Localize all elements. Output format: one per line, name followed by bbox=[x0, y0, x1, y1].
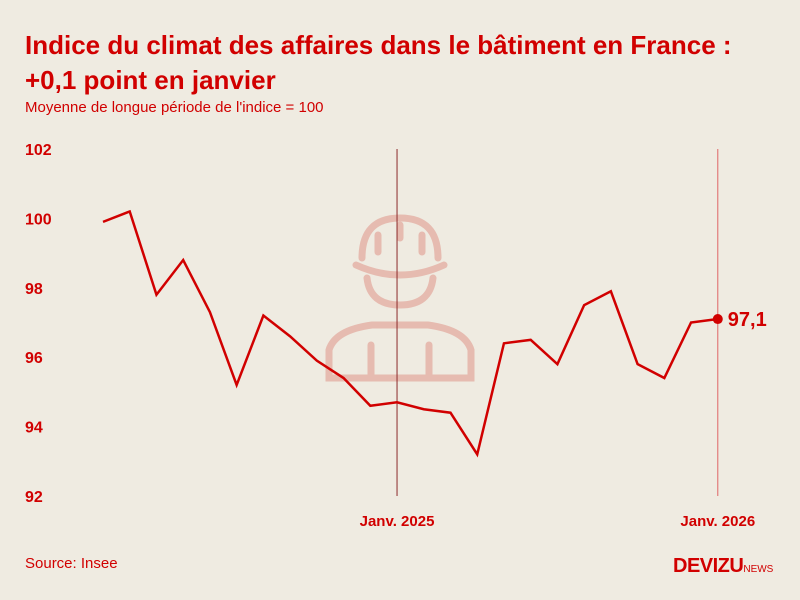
chart-subtitle: Moyenne de longue période de l'indice = … bbox=[25, 99, 324, 116]
y-tick-label: 100 bbox=[25, 211, 52, 228]
y-tick-label: 94 bbox=[25, 420, 43, 437]
devizu-logo: DEVIZUNEWS bbox=[673, 555, 773, 578]
x-tick-label: Janv. 2025 bbox=[360, 513, 435, 530]
logo-main: DEVIZU bbox=[673, 555, 744, 577]
x-tick-label: Janv. 2026 bbox=[680, 513, 755, 530]
source-note: Source: Insee bbox=[25, 555, 118, 572]
y-tick-label: 98 bbox=[25, 281, 43, 298]
chart-title: Indice du climat des affaires dans le bâ… bbox=[25, 28, 785, 98]
title-line-2: +0,1 point en janvier bbox=[25, 65, 276, 95]
y-tick-label: 96 bbox=[25, 350, 43, 367]
last-value-label: 97,1 bbox=[728, 309, 767, 331]
y-tick-label: 102 bbox=[25, 142, 52, 159]
worker-icon bbox=[325, 214, 475, 382]
title-line-1: Indice du climat des affaires dans le bâ… bbox=[25, 30, 732, 60]
y-tick-label: 92 bbox=[25, 489, 43, 506]
series-line bbox=[102, 209, 718, 458]
logo-suffix: NEWS bbox=[743, 564, 774, 575]
data-point bbox=[712, 314, 723, 325]
